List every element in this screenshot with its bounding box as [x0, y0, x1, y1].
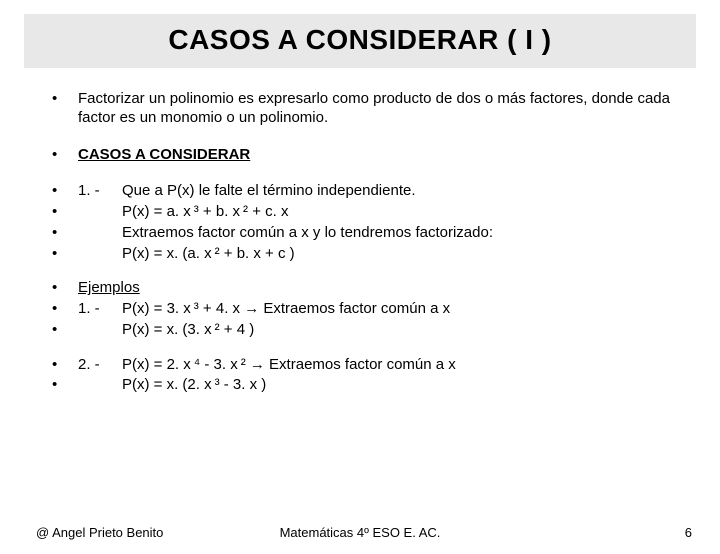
bullet-icon: • [50, 203, 78, 222]
case1-text: Extraemos factor común a x y lo tendremo… [122, 224, 670, 243]
footer: @ Angel Prieto Benito Matemáticas 4º ESO… [0, 525, 720, 540]
intro-row: • Factorizar un polinomio es expresarlo … [50, 90, 670, 128]
bullet-icon: • [50, 182, 78, 201]
bullet-icon: • [50, 321, 78, 340]
case1-text: P(x) = x. (a. x ² + b. x + c ) [122, 245, 670, 264]
section-heading: CASOS A CONSIDERAR [78, 146, 670, 165]
ejemplos-label: Ejemplos [78, 279, 670, 298]
ej1-number: 1. - [78, 300, 122, 319]
ej2-number: 2. - [78, 356, 122, 375]
ej1-line-0: • 1. - P(x) = 3. x ³ + 4. x → Extraemos … [50, 300, 670, 319]
ej2-line-0: • 2. - P(x) = 2. x ⁴ - 3. x ² → Extraemo… [50, 356, 670, 375]
case1-number: 1. - [78, 182, 122, 201]
case1-line-2: • Extraemos factor común a x y lo tendre… [50, 224, 670, 243]
ej1-line-1: • P(x) = x. (3. x ² + 4 ) [50, 321, 670, 340]
case1-line-1: • P(x) = a. x ³ + b. x ² + c. x [50, 203, 670, 222]
title-band: CASOS A CONSIDERAR ( I ) [24, 14, 696, 68]
bullet-icon: • [50, 279, 78, 298]
case1-line-0: • 1. - Que a P(x) le falte el término in… [50, 182, 670, 201]
intro-text: Factorizar un polinomio es expresarlo co… [78, 90, 670, 128]
footer-course: Matemáticas 4º ESO E. AC. [280, 525, 441, 540]
footer-page-number: 6 [685, 525, 692, 540]
ej2-text: P(x) = x. (2. x ³ - 3. x ) [122, 376, 670, 395]
ej1-text: P(x) = x. (3. x ² + 4 ) [122, 321, 670, 340]
case1-text: Que a P(x) le falte el término independi… [122, 182, 670, 201]
bullet-icon: • [50, 356, 78, 375]
content-area: • Factorizar un polinomio es expresarlo … [0, 68, 720, 395]
ejemplos-row: • Ejemplos [50, 279, 670, 298]
footer-author: @ Angel Prieto Benito [36, 525, 163, 540]
bullet-icon: • [50, 90, 78, 109]
bullet-icon: • [50, 376, 78, 395]
case1-text: P(x) = a. x ³ + b. x ² + c. x [122, 203, 670, 222]
ej1-text: P(x) = 3. x ³ + 4. x → Extraemos factor … [122, 300, 670, 319]
ej2-line-1: • P(x) = x. (2. x ³ - 3. x ) [50, 376, 670, 395]
bullet-icon: • [50, 146, 78, 165]
case1-line-3: • P(x) = x. (a. x ² + b. x + c ) [50, 245, 670, 264]
bullet-icon: • [50, 224, 78, 243]
section-heading-row: • CASOS A CONSIDERAR [50, 146, 670, 165]
bullet-icon: • [50, 300, 78, 319]
bullet-icon: • [50, 245, 78, 264]
page-title: CASOS A CONSIDERAR ( I ) [24, 24, 696, 56]
ej2-text: P(x) = 2. x ⁴ - 3. x ² → Extraemos facto… [122, 356, 670, 375]
